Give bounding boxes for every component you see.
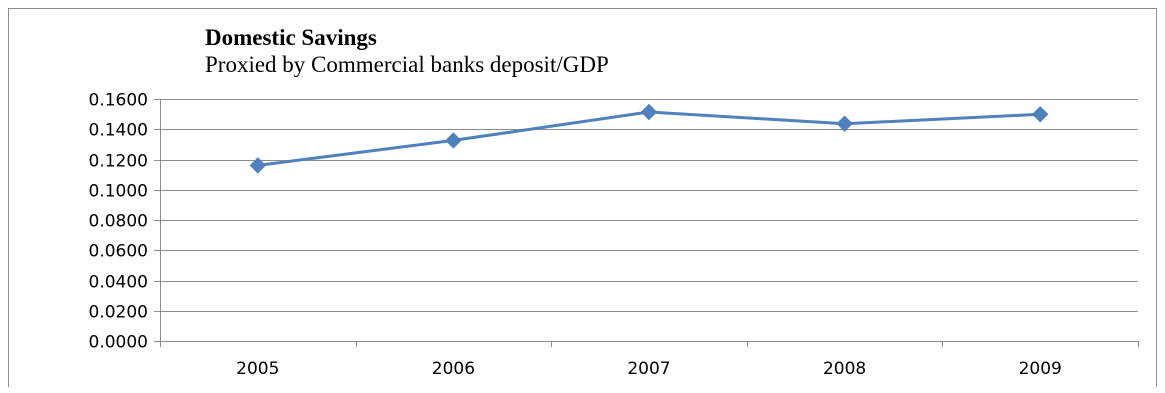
data-point-marker [1031, 106, 1049, 123]
chart-area [8, 8, 1157, 387]
x-tick-label: 2005 [236, 359, 279, 379]
x-tick-label: 2007 [627, 359, 670, 379]
x-tick-label: 2009 [1019, 359, 1062, 379]
data-markers [249, 103, 1049, 174]
y-tick-label: 0.1000 [89, 182, 148, 202]
y-tick-label: 0.0000 [89, 333, 148, 353]
y-tick-label: 0.0400 [89, 273, 148, 293]
gridlines [160, 99, 1138, 312]
data-point-marker [445, 132, 462, 149]
y-axis-tick-labels: 0.0000 0.0200 0.0400 0.0600 0.0800 0.1000 0.12… [89, 91, 148, 353]
x-tick-label: 2006 [432, 359, 475, 379]
x-axis-tick-labels: 2005 2006 2007 2008 2009 [236, 359, 1062, 379]
y-tick-label: 0.1200 [89, 152, 148, 172]
axes [154, 99, 1139, 347]
chart-title: Domestic Savings [205, 25, 377, 50]
y-tick-label: 0.1600 [89, 91, 148, 111]
y-tick-label: 0.0200 [89, 303, 148, 323]
data-point-marker [249, 157, 267, 174]
data-point-marker [640, 103, 658, 121]
data-point-marker [836, 115, 853, 132]
y-tick-label: 0.0600 [89, 242, 148, 262]
x-tick-label: 2008 [823, 359, 866, 379]
chart-subtitle: Proxied by Commercial banks deposit/GDP [205, 52, 609, 77]
y-tick-label: 0.1400 [89, 121, 148, 141]
y-tick-label: 0.0800 [89, 212, 148, 232]
